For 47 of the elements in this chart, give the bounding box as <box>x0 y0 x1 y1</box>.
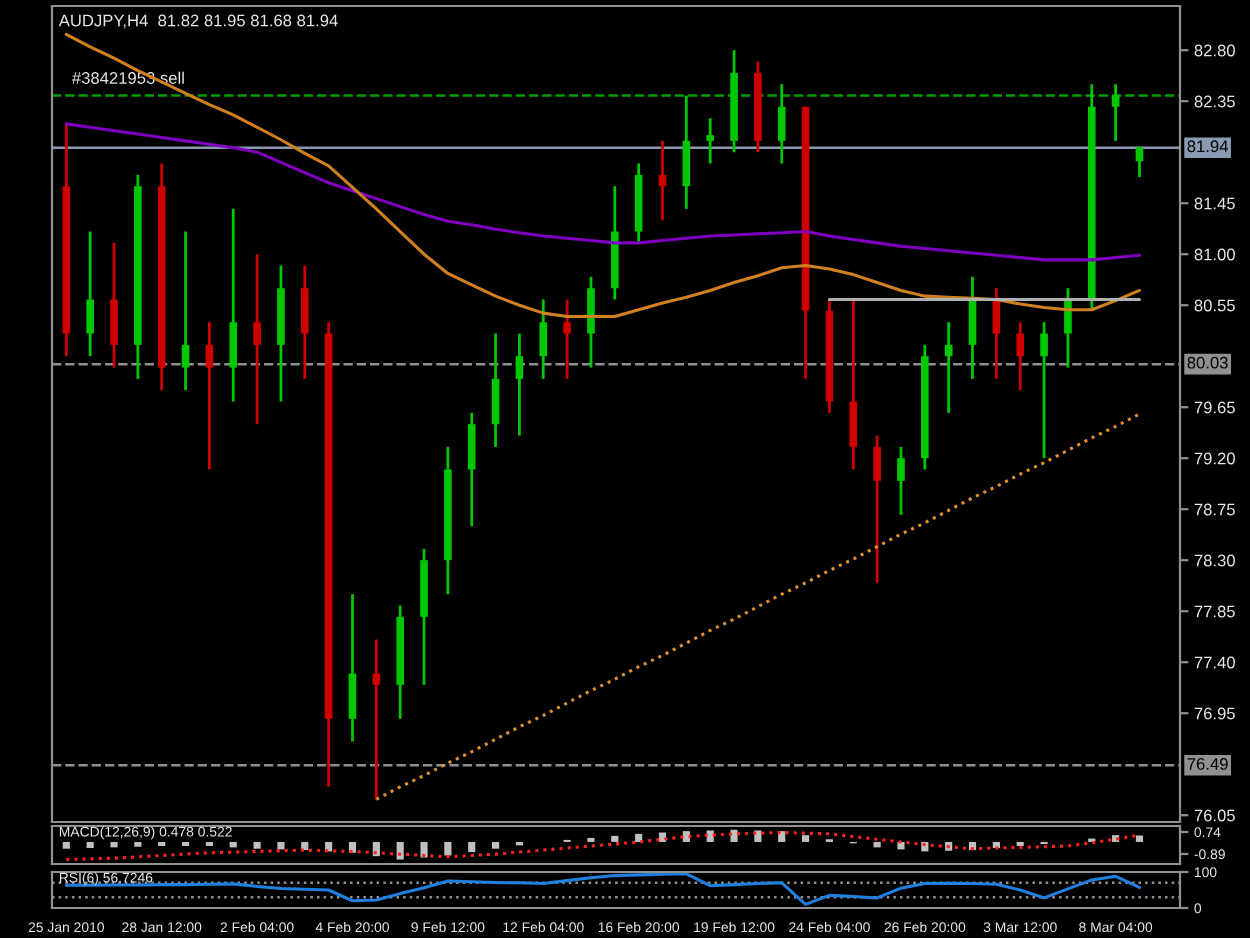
y-tick-label: 79.65 <box>1194 401 1235 414</box>
y-tick-label: 79.20 <box>1194 452 1235 465</box>
y-tick-label: 82.35 <box>1194 95 1235 108</box>
bar <box>110 841 118 848</box>
line-series <box>64 872 1141 906</box>
y-tick-label: 77.85 <box>1194 605 1235 618</box>
bar <box>134 841 142 847</box>
bar <box>86 841 94 849</box>
y-tick-label: 78.75 <box>1194 503 1235 516</box>
bar <box>253 841 261 849</box>
bar <box>491 841 500 849</box>
bar <box>181 841 190 847</box>
chart-title: AUDJPY,H4 81.82 81.95 81.68 81.94 <box>58 14 338 29</box>
bar <box>1016 841 1024 847</box>
bar <box>682 831 690 842</box>
y-tick-label: 76.05 <box>1194 809 1235 822</box>
bar <box>897 841 905 850</box>
line-series <box>374 412 1141 801</box>
bar <box>873 841 881 848</box>
bar <box>444 841 452 856</box>
y-tick-label: 78.30 <box>1194 554 1235 567</box>
line-series <box>64 122 1141 262</box>
bar <box>277 841 285 850</box>
bar <box>468 841 476 853</box>
y-tick-label: 77.40 <box>1194 656 1235 669</box>
bar <box>611 835 619 842</box>
bar <box>802 835 810 842</box>
ref-line-label: 80.03 <box>1187 356 1228 369</box>
y-tick-label: 82.80 <box>1194 44 1235 57</box>
y-tick-label: 76.95 <box>1194 707 1235 720</box>
bar <box>158 841 166 847</box>
bar <box>635 833 643 842</box>
bar <box>301 841 309 851</box>
y-tick-label: 81.45 <box>1194 197 1235 210</box>
bar <box>396 841 404 860</box>
y-tick-label: 81.00 <box>1194 248 1235 261</box>
ref-line-label: 81.94 <box>1187 140 1228 153</box>
bar <box>1135 835 1144 842</box>
y-tick-label: 80.55 <box>1194 299 1235 312</box>
ref-line-label: 76.49 <box>1187 758 1228 770</box>
bar <box>229 841 237 848</box>
bar <box>62 841 70 849</box>
bar <box>420 841 428 858</box>
bar <box>658 832 667 842</box>
bar <box>754 830 762 842</box>
bar <box>205 841 213 847</box>
line-series <box>64 830 1141 862</box>
